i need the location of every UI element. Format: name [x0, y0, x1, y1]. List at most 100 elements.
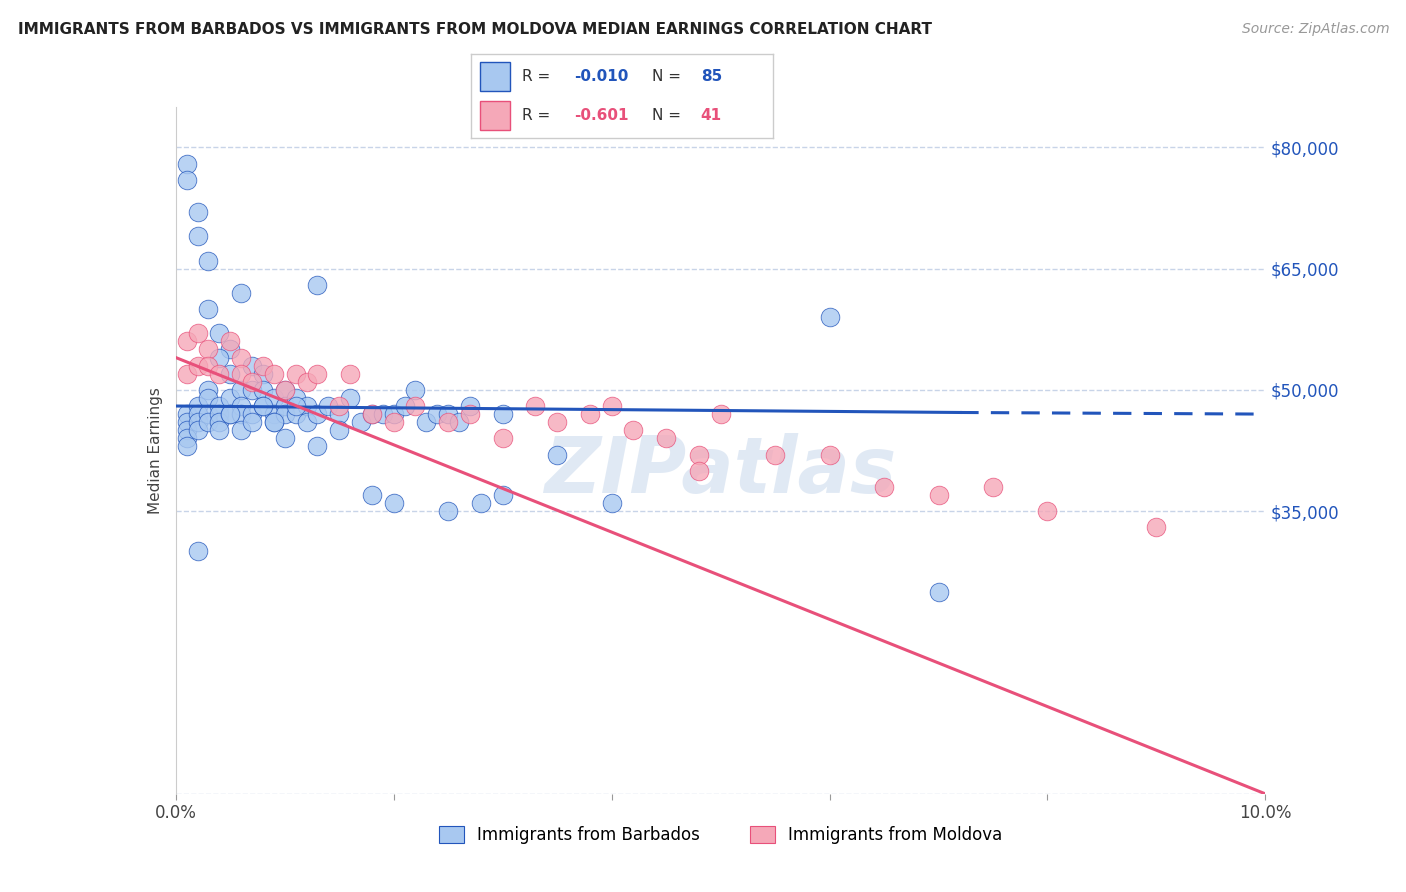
- Point: [710, 407, 733, 421]
- Point: [284, 391, 307, 405]
- Point: [231, 407, 253, 421]
- Point: [197, 301, 219, 316]
- Text: Source: ZipAtlas.com: Source: ZipAtlas.com: [1241, 22, 1389, 37]
- Point: [231, 383, 253, 397]
- Text: 85: 85: [700, 69, 723, 84]
- Point: [763, 448, 786, 462]
- Point: [240, 375, 263, 389]
- Point: [350, 415, 373, 429]
- Point: [818, 310, 841, 325]
- Point: [219, 367, 242, 381]
- Point: [231, 399, 253, 413]
- Point: [688, 448, 710, 462]
- Point: [307, 277, 329, 292]
- Point: [447, 415, 470, 429]
- Point: [176, 439, 198, 453]
- Text: N =: N =: [652, 69, 686, 84]
- Point: [328, 407, 350, 421]
- Point: [382, 415, 405, 429]
- Point: [873, 480, 896, 494]
- Point: [186, 205, 209, 219]
- Point: [328, 423, 350, 437]
- Text: -0.010: -0.010: [574, 69, 628, 84]
- Point: [208, 423, 231, 437]
- Point: [208, 415, 231, 429]
- Point: [263, 367, 285, 381]
- Point: [470, 496, 492, 510]
- Point: [186, 326, 209, 341]
- Point: [176, 423, 198, 437]
- Point: [546, 415, 568, 429]
- Text: IMMIGRANTS FROM BARBADOS VS IMMIGRANTS FROM MOLDOVA MEDIAN EARNINGS CORRELATION : IMMIGRANTS FROM BARBADOS VS IMMIGRANTS F…: [18, 22, 932, 37]
- Point: [263, 415, 285, 429]
- Point: [208, 326, 231, 341]
- Point: [928, 488, 950, 502]
- Point: [621, 423, 644, 437]
- Point: [688, 464, 710, 478]
- Point: [231, 367, 253, 381]
- Point: [339, 391, 361, 405]
- Point: [328, 399, 350, 413]
- Point: [274, 399, 297, 413]
- Point: [524, 399, 547, 413]
- Point: [818, 448, 841, 462]
- Point: [186, 407, 209, 421]
- Point: [252, 399, 274, 413]
- Point: [197, 391, 219, 405]
- Point: [546, 448, 568, 462]
- Point: [415, 415, 437, 429]
- Point: [197, 359, 219, 373]
- Point: [284, 399, 307, 413]
- Point: [600, 399, 623, 413]
- Point: [307, 367, 329, 381]
- Point: [426, 407, 449, 421]
- Point: [197, 343, 219, 357]
- Point: [219, 407, 242, 421]
- Point: [176, 407, 198, 421]
- Point: [295, 399, 318, 413]
- Point: [274, 383, 297, 397]
- Point: [176, 173, 198, 187]
- Point: [197, 407, 219, 421]
- Point: [186, 359, 209, 373]
- Point: [284, 367, 307, 381]
- Legend: Immigrants from Barbados, Immigrants from Moldova: Immigrants from Barbados, Immigrants fro…: [432, 819, 1010, 851]
- Point: [360, 407, 382, 421]
- Point: [186, 415, 209, 429]
- Point: [382, 407, 405, 421]
- Point: [600, 496, 623, 510]
- Bar: [479, 101, 510, 130]
- Point: [231, 351, 253, 365]
- Point: [208, 399, 231, 413]
- Point: [382, 496, 405, 510]
- Point: [263, 415, 285, 429]
- Point: [219, 391, 242, 405]
- Text: R =: R =: [523, 69, 555, 84]
- Text: R =: R =: [523, 108, 555, 123]
- Point: [274, 407, 297, 421]
- Point: [1036, 504, 1059, 518]
- Point: [231, 423, 253, 437]
- Point: [274, 431, 297, 445]
- Bar: [479, 62, 510, 91]
- Point: [197, 383, 219, 397]
- Point: [176, 431, 198, 445]
- Point: [437, 407, 460, 421]
- Point: [197, 415, 219, 429]
- Point: [307, 407, 329, 421]
- Point: [186, 229, 209, 244]
- Point: [394, 399, 416, 413]
- Text: ZIPatlas: ZIPatlas: [544, 433, 897, 509]
- Point: [263, 391, 285, 405]
- Point: [208, 367, 231, 381]
- Point: [492, 488, 515, 502]
- Point: [928, 585, 950, 599]
- Text: N =: N =: [652, 108, 686, 123]
- Point: [219, 407, 242, 421]
- Point: [186, 399, 209, 413]
- Point: [360, 407, 382, 421]
- Point: [252, 359, 274, 373]
- Point: [176, 367, 198, 381]
- Point: [492, 431, 515, 445]
- Point: [492, 407, 515, 421]
